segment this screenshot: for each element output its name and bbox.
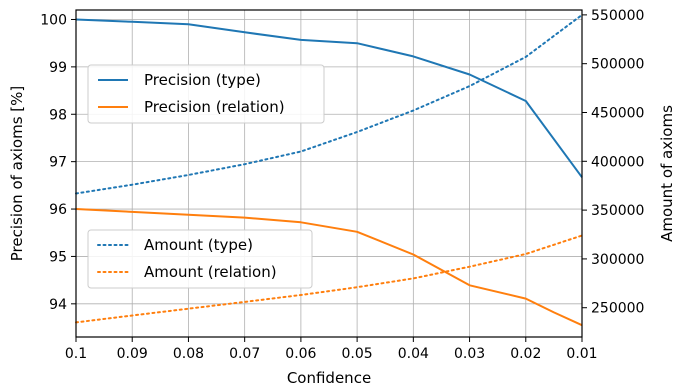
y-axis-right-title: Amount of axioms [658,105,676,242]
x-tick-label: 0.01 [566,346,597,362]
plot-frame [75,9,583,338]
y-left-tick-label: 100 [40,12,67,28]
legend-label: Amount (relation) [144,263,277,281]
y-axis-left-title: Precision of axioms [%] [8,86,26,262]
series-line-amount-relation [75,234,583,324]
y-left-tick-label: 94 [49,297,67,313]
y-right-tick-label: 250000 [591,301,644,317]
axis-ticks: 0.1 0.09 0.08 0.07 0.06 0.05 0.04 0.03 0.02 0.01 9… [40,8,644,362]
y-right-tick-label: 550000 [591,8,644,24]
x-tick-label: 0.1 [65,346,87,362]
legend-precision: Precision (type) Precision (relation) [87,64,325,124]
x-tick-label: 0.04 [398,346,429,362]
series-line-precision-relation [75,208,583,327]
x-tick-label: 0.05 [342,346,373,362]
legend-box [87,229,313,289]
y-left-tick-label: 99 [49,60,67,76]
legend-label: Amount (type) [144,236,253,254]
x-tick-label: 0.02 [510,346,541,362]
legend-amount: Amount (type) Amount (relation) [87,229,313,289]
y-right-tick-label: 350000 [591,203,644,219]
y-right-tick-label: 400000 [591,154,644,170]
x-axis-title: Confidence [287,369,371,385]
x-tick-label: 0.03 [454,346,485,362]
series-line-precision-type [75,18,583,178]
series-line-amount-type [75,13,583,195]
legend-label: Precision (relation) [144,98,285,116]
series-lines [75,13,583,327]
y-left-tick-label: 96 [49,202,67,218]
x-tick-label: 0.08 [173,346,204,362]
legend-label: Precision (type) [144,71,261,89]
x-tick-label: 0.07 [229,346,260,362]
y-right-tick-label: 300000 [591,252,644,268]
y-right-tick-label: 450000 [591,105,644,121]
y-left-tick-label: 95 [49,249,67,265]
x-tick-label: 0.06 [285,346,316,362]
x-tick-label: 0.09 [117,346,148,362]
legend-box [87,64,325,124]
y-left-tick-label: 98 [49,107,67,123]
y-left-tick-label: 97 [49,155,67,171]
y-right-tick-label: 500000 [591,57,644,73]
